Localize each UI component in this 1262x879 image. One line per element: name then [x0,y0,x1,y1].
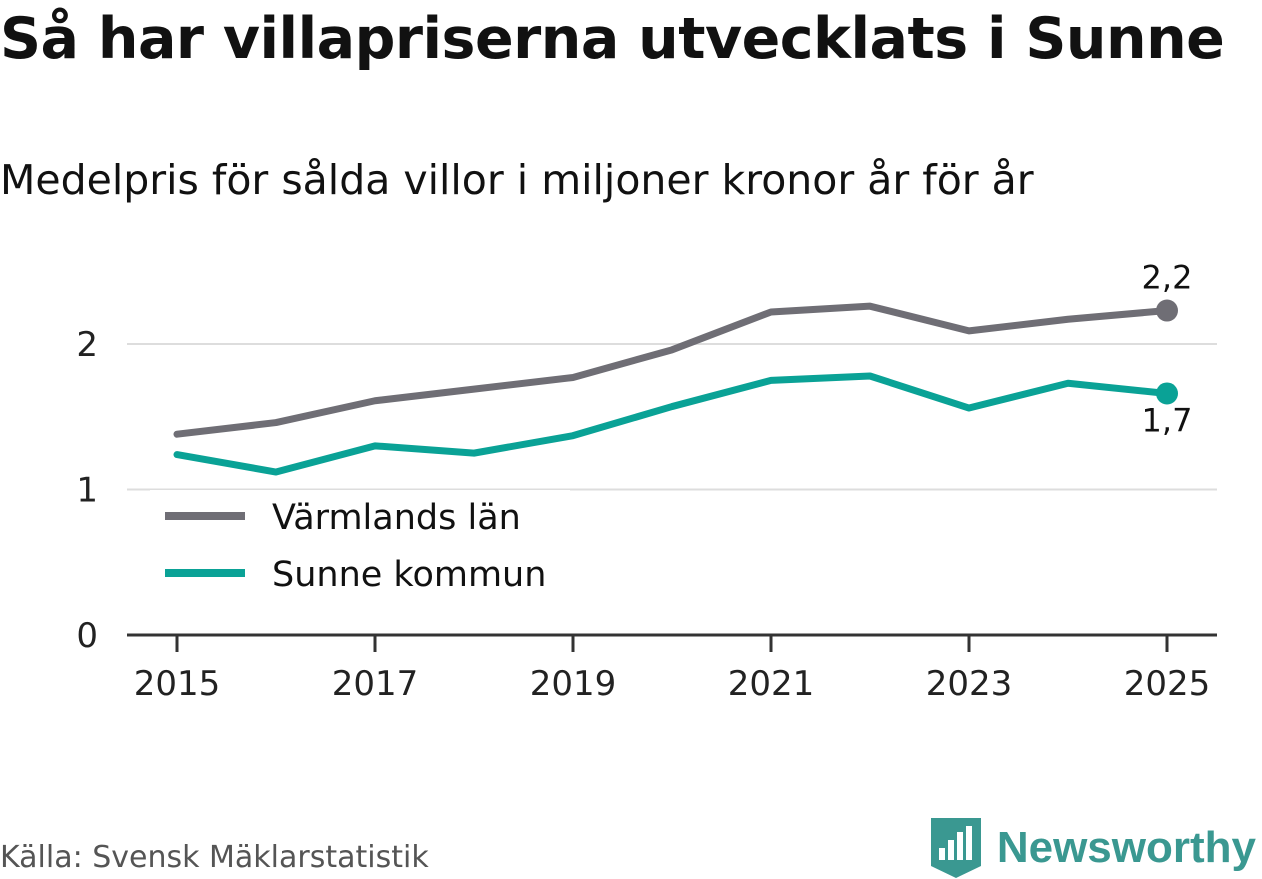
series: 2,2 1,7 [173,259,1193,476]
x-tick-label: 2025 [1124,664,1211,704]
bar-chart-badge-icon [930,818,981,878]
x-axis: 2015 2017 2019 2021 2023 2025 [127,633,1217,704]
series-end-point [1156,382,1178,405]
chart-title: Så har villapriserna utvecklats i Sunne [0,6,1225,72]
x-tick-label: 2023 [926,664,1013,704]
x-tick-label: 2021 [728,664,815,704]
source-note: Källa: Svensk Mäklarstatistik [0,840,429,875]
brand-name: Newsworthy [996,823,1256,872]
y-tick-label: 2 [76,325,98,365]
x-tick-label: 2015 [134,664,221,704]
y-tick-label: 1 [76,471,98,511]
legend-label-sunne: Sunne kommun [272,555,546,595]
legend: Värmlands län Sunne kommun [165,498,546,595]
series-end-label: 1,7 [1142,401,1193,439]
gridlines [127,343,1217,491]
newsworthy-logo: Newsworthy [930,818,1256,878]
line-chart: 0 1 2 2015 2017 2019 2021 2023 2025 2,2 1,7 Värm… [76,259,1217,704]
y-axis-ticks: 0 1 2 [76,325,98,656]
legend-background [150,490,570,608]
series-end-point [1156,299,1178,322]
series-line-sunne [173,372,1171,476]
x-tick-label: 2019 [530,664,617,704]
series-line-varmland [173,302,1171,438]
y-tick-label: 0 [76,616,98,656]
chart-subtitle: Medelpris för sålda villor i miljoner kr… [0,156,1034,204]
series-end-label: 2,2 [1142,259,1193,297]
x-tick-label: 2017 [332,664,419,704]
legend-label-varmland: Värmlands län [272,498,521,538]
